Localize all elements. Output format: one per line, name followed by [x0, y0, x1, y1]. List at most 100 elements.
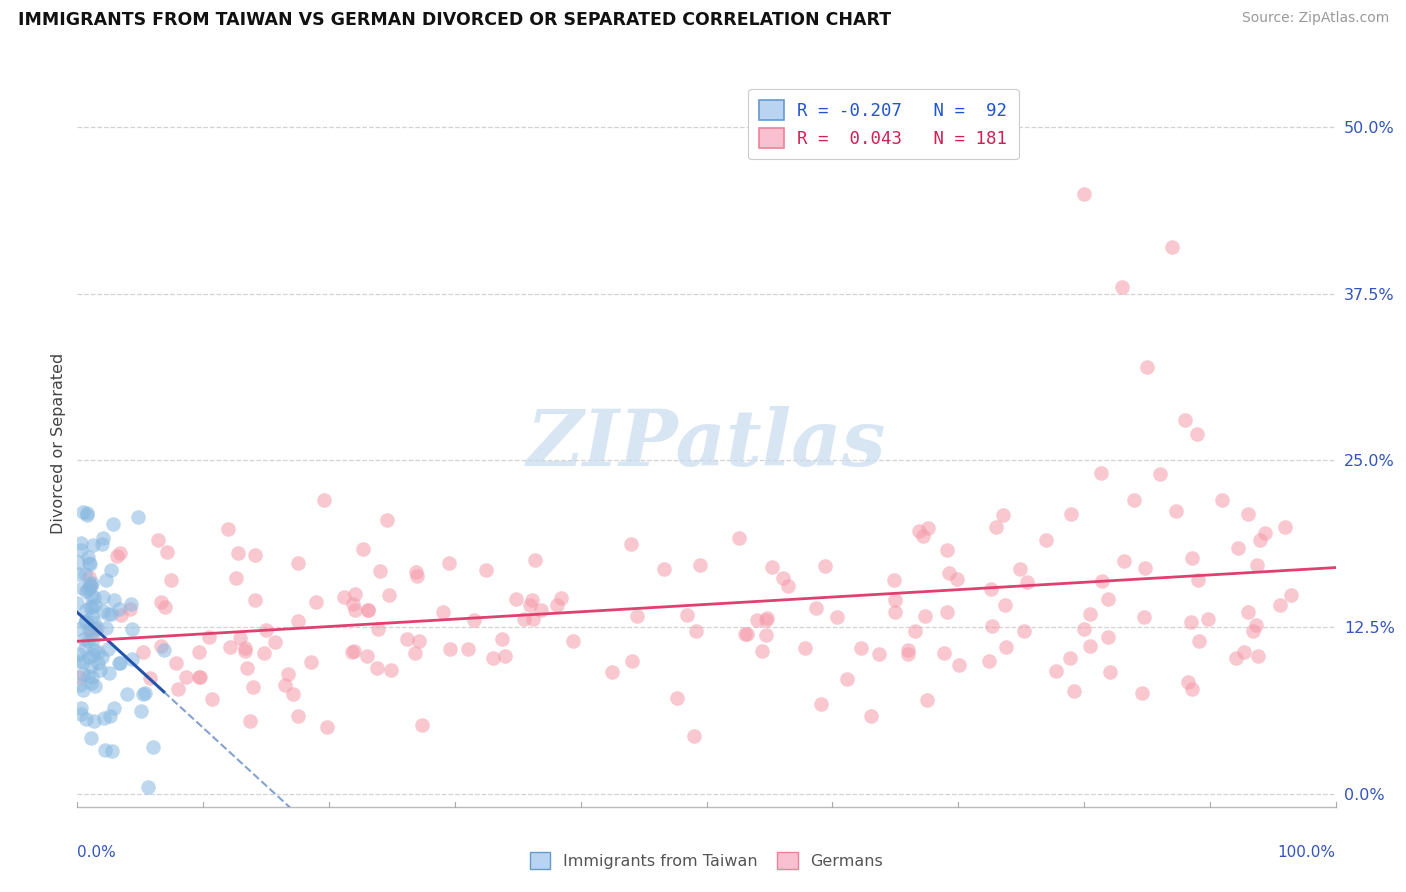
- Point: [100, 709, 122, 723]
- Point: [76, 669, 98, 683]
- Point: [72, 683, 94, 698]
- Point: [264, 634, 287, 648]
- Point: [72, 505, 94, 519]
- Point: [1253, 526, 1275, 541]
- Point: [935, 605, 957, 619]
- Point: [70, 536, 93, 550]
- Point: [1274, 520, 1296, 534]
- Point: [77, 582, 100, 596]
- Point: [97, 607, 120, 622]
- Point: [367, 622, 389, 636]
- Point: [79, 557, 101, 571]
- Point: [67, 654, 90, 668]
- Point: [73, 615, 96, 629]
- Point: [1197, 612, 1219, 626]
- Point: [79, 599, 101, 614]
- Point: [1059, 651, 1081, 665]
- Point: [530, 603, 553, 617]
- Point: [676, 608, 699, 623]
- Point: [80, 659, 103, 673]
- Point: [1015, 575, 1038, 590]
- Point: [751, 644, 773, 658]
- Point: [948, 657, 970, 672]
- Point: [357, 603, 380, 617]
- Point: [755, 628, 778, 642]
- Point: [86, 621, 108, 635]
- Point: [281, 687, 304, 701]
- Point: [174, 669, 197, 683]
- Point: [314, 492, 336, 507]
- Point: [69, 707, 91, 722]
- Point: [404, 646, 426, 660]
- Point: [77, 570, 100, 584]
- Point: [868, 648, 890, 662]
- Point: [333, 590, 356, 604]
- Point: [1136, 360, 1159, 375]
- Point: [519, 598, 541, 612]
- Point: [80, 600, 103, 615]
- Point: [980, 582, 1002, 596]
- Point: [146, 533, 169, 547]
- Point: [522, 613, 544, 627]
- Point: [977, 654, 1000, 668]
- Point: [87, 645, 110, 659]
- Point: [522, 592, 544, 607]
- Point: [83, 643, 105, 657]
- Point: [315, 720, 337, 734]
- Point: [80, 676, 103, 690]
- Point: [1249, 533, 1271, 548]
- Point: [1187, 574, 1209, 588]
- Point: [512, 612, 534, 626]
- Point: [75, 583, 97, 598]
- Point: [896, 648, 918, 662]
- Point: [1073, 186, 1095, 201]
- Point: [80, 589, 103, 603]
- Point: [1174, 413, 1197, 427]
- Point: [1177, 675, 1199, 690]
- Point: [76, 549, 98, 564]
- Point: [287, 615, 309, 629]
- Point: [1012, 624, 1035, 638]
- Point: [1045, 664, 1067, 678]
- Point: [1035, 533, 1057, 548]
- Point: [79, 556, 101, 570]
- Point: [343, 603, 366, 617]
- Point: [110, 607, 132, 622]
- Point: [411, 717, 433, 731]
- Point: [835, 672, 858, 686]
- Legend: Immigrants from Taiwan, Germans: Immigrants from Taiwan, Germans: [523, 846, 890, 876]
- Point: [229, 631, 252, 645]
- Point: [79, 649, 101, 664]
- Point: [1111, 280, 1133, 294]
- Point: [239, 714, 262, 729]
- Point: [233, 643, 256, 657]
- Point: [108, 656, 131, 670]
- Point: [1097, 630, 1119, 644]
- Point: [340, 645, 363, 659]
- Point: [287, 709, 309, 723]
- Point: [233, 641, 256, 656]
- Point: [82, 648, 104, 662]
- Point: [69, 678, 91, 692]
- Point: [626, 608, 648, 623]
- Point: [1161, 240, 1184, 254]
- Point: [689, 558, 711, 572]
- Point: [108, 546, 131, 560]
- Text: 100.0%: 100.0%: [1278, 845, 1336, 860]
- Point: [121, 651, 143, 665]
- Point: [897, 643, 920, 657]
- Point: [165, 656, 187, 670]
- Point: [274, 678, 297, 692]
- Point: [439, 642, 461, 657]
- Point: [665, 691, 688, 706]
- Point: [747, 613, 769, 627]
- Point: [72, 655, 94, 669]
- Point: [254, 623, 277, 637]
- Point: [772, 571, 794, 585]
- Point: [80, 578, 103, 592]
- Point: [1091, 574, 1114, 588]
- Point: [299, 655, 322, 669]
- Point: [134, 686, 156, 700]
- Point: [115, 687, 138, 701]
- Point: [86, 657, 108, 671]
